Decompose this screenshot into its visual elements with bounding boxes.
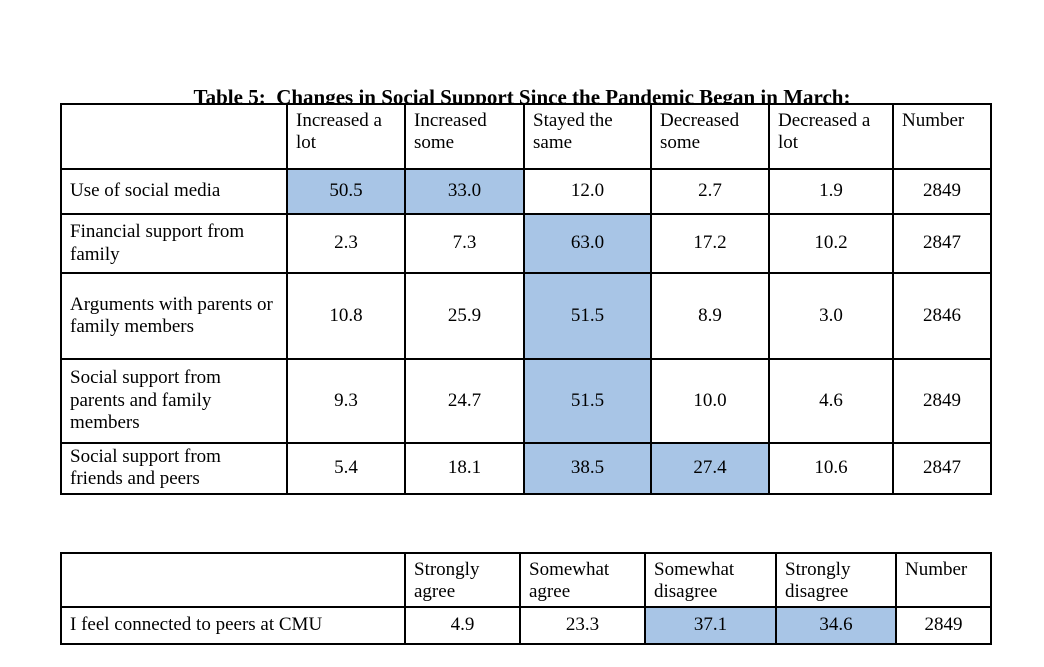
header-cell: Increased a lot — [286, 103, 406, 170]
header-cell: Strongly disagree — [775, 552, 897, 608]
table-row: I feel connected to peers at CMU 4.9 23.… — [60, 605, 992, 645]
value-cell: 24.7 — [404, 358, 525, 444]
header-cell: Number — [895, 552, 992, 608]
value-cell: 38.5 — [523, 442, 652, 495]
value-cell: 3.0 — [768, 272, 894, 360]
value-cell: 9.3 — [286, 358, 406, 444]
header-row: Strongly agree Somewhat agree Somewhat d… — [60, 552, 992, 608]
value-cell: 2846 — [892, 272, 992, 360]
header-cell: Decreased some — [650, 103, 770, 170]
value-cell: 5.4 — [286, 442, 406, 495]
value-cell: 37.1 — [644, 605, 777, 645]
table-row: Social support from parents and family m… — [60, 358, 992, 444]
value-cell: 8.9 — [650, 272, 770, 360]
header-cell: Stayed the same — [523, 103, 652, 170]
row-label: I feel connected to peers at CMU — [60, 605, 406, 645]
header-cell: Somewhat disagree — [644, 552, 777, 608]
value-cell: 2.3 — [286, 213, 406, 274]
value-cell: 25.9 — [404, 272, 525, 360]
header-cell: Increased some — [404, 103, 525, 170]
value-cell: 51.5 — [523, 358, 652, 444]
table-row: Use of social media 50.5 33.0 12.0 2.7 1… — [60, 168, 992, 215]
value-cell: 10.2 — [768, 213, 894, 274]
header-cell: Strongly agree — [404, 552, 521, 608]
header-row: Increased a lot Increased some Stayed th… — [60, 103, 992, 170]
value-cell: 50.5 — [286, 168, 406, 215]
value-cell: 10.0 — [650, 358, 770, 444]
row-label: Social support from parents and family m… — [60, 358, 288, 444]
value-cell: 18.1 — [404, 442, 525, 495]
support-change-table: Increased a lot Increased some Stayed th… — [60, 103, 992, 495]
value-cell: 34.6 — [775, 605, 897, 645]
value-cell: 2847 — [892, 442, 992, 495]
table-row: Financial support from family 2.3 7.3 63… — [60, 213, 992, 274]
value-cell: 4.6 — [768, 358, 894, 444]
row-label: Arguments with parents or family members — [60, 272, 288, 360]
value-cell: 63.0 — [523, 213, 652, 274]
value-cell: 33.0 — [404, 168, 525, 215]
header-cell: Somewhat agree — [519, 552, 646, 608]
value-cell: 10.8 — [286, 272, 406, 360]
value-cell: 4.9 — [404, 605, 521, 645]
row-label: Use of social media — [60, 168, 288, 215]
value-cell: 2849 — [892, 358, 992, 444]
corner-cell — [60, 552, 406, 608]
value-cell: 2849 — [895, 605, 992, 645]
value-cell: 2847 — [892, 213, 992, 274]
value-cell: 7.3 — [404, 213, 525, 274]
corner-cell — [60, 103, 288, 170]
header-cell: Number — [892, 103, 992, 170]
value-cell: 10.6 — [768, 442, 894, 495]
header-cell: Decreased a lot — [768, 103, 894, 170]
row-label: Financial support from family — [60, 213, 288, 274]
value-cell: 12.0 — [523, 168, 652, 215]
peer-connection-table: Strongly agree Somewhat agree Somewhat d… — [60, 552, 992, 645]
row-label: Social support from friends and peers — [60, 442, 288, 495]
value-cell: 17.2 — [650, 213, 770, 274]
value-cell: 27.4 — [650, 442, 770, 495]
value-cell: 1.9 — [768, 168, 894, 215]
value-cell: 51.5 — [523, 272, 652, 360]
value-cell: 23.3 — [519, 605, 646, 645]
table-row: Arguments with parents or family members… — [60, 272, 992, 360]
table-row: Social support from friends and peers 5.… — [60, 442, 992, 495]
value-cell: 2849 — [892, 168, 992, 215]
value-cell: 2.7 — [650, 168, 770, 215]
